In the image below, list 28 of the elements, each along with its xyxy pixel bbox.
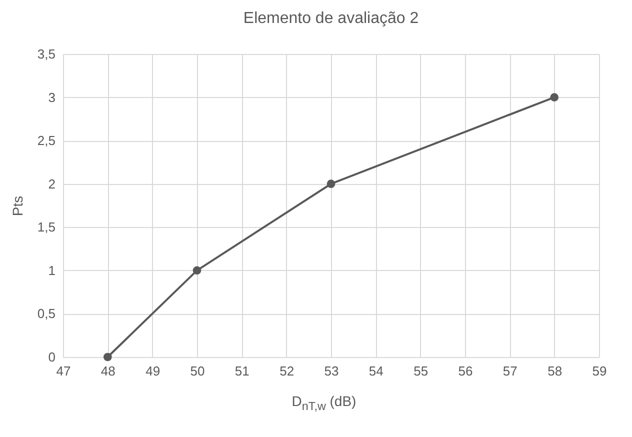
y-axis-title: Pts xyxy=(9,196,26,216)
x-tick-label: 54 xyxy=(368,364,384,378)
x-axis-title: D$_{nT,w}$ (dB) xyxy=(290,393,358,413)
x-tick-label: 58 xyxy=(548,364,562,378)
point xyxy=(550,93,559,102)
x-tick-label: 57 xyxy=(502,364,518,378)
point xyxy=(103,352,112,362)
x-tick-label: 59 xyxy=(592,364,607,378)
x-tick-label: 47 xyxy=(56,364,71,378)
y-tick-label: 3,5 xyxy=(37,46,56,62)
point xyxy=(192,266,202,275)
x-tick-label: 53 xyxy=(324,364,339,378)
y-tick-label: 2,5 xyxy=(37,133,56,148)
x-tick-label: 49 xyxy=(146,364,160,378)
x-tick-label: 50 xyxy=(190,364,205,378)
x-tick-label: 52 xyxy=(280,364,294,378)
y-tick-label: 0 xyxy=(48,350,56,364)
y-tick-label: 1 xyxy=(48,262,56,278)
x-tick-label: 55 xyxy=(414,364,428,378)
x-tick-label: 48 xyxy=(100,364,116,378)
y-tick-label: 2 xyxy=(48,176,56,192)
y-tick-label: 0,5 xyxy=(37,306,56,322)
x-tick-label: 56 xyxy=(458,364,473,378)
point xyxy=(326,180,336,188)
x-tick-label: 51 xyxy=(234,364,250,378)
chart-title: Elemento de avaliação 2 xyxy=(243,10,419,27)
y-tick-label: 3 xyxy=(48,90,56,105)
y-tick-label: 1,5 xyxy=(37,220,56,235)
